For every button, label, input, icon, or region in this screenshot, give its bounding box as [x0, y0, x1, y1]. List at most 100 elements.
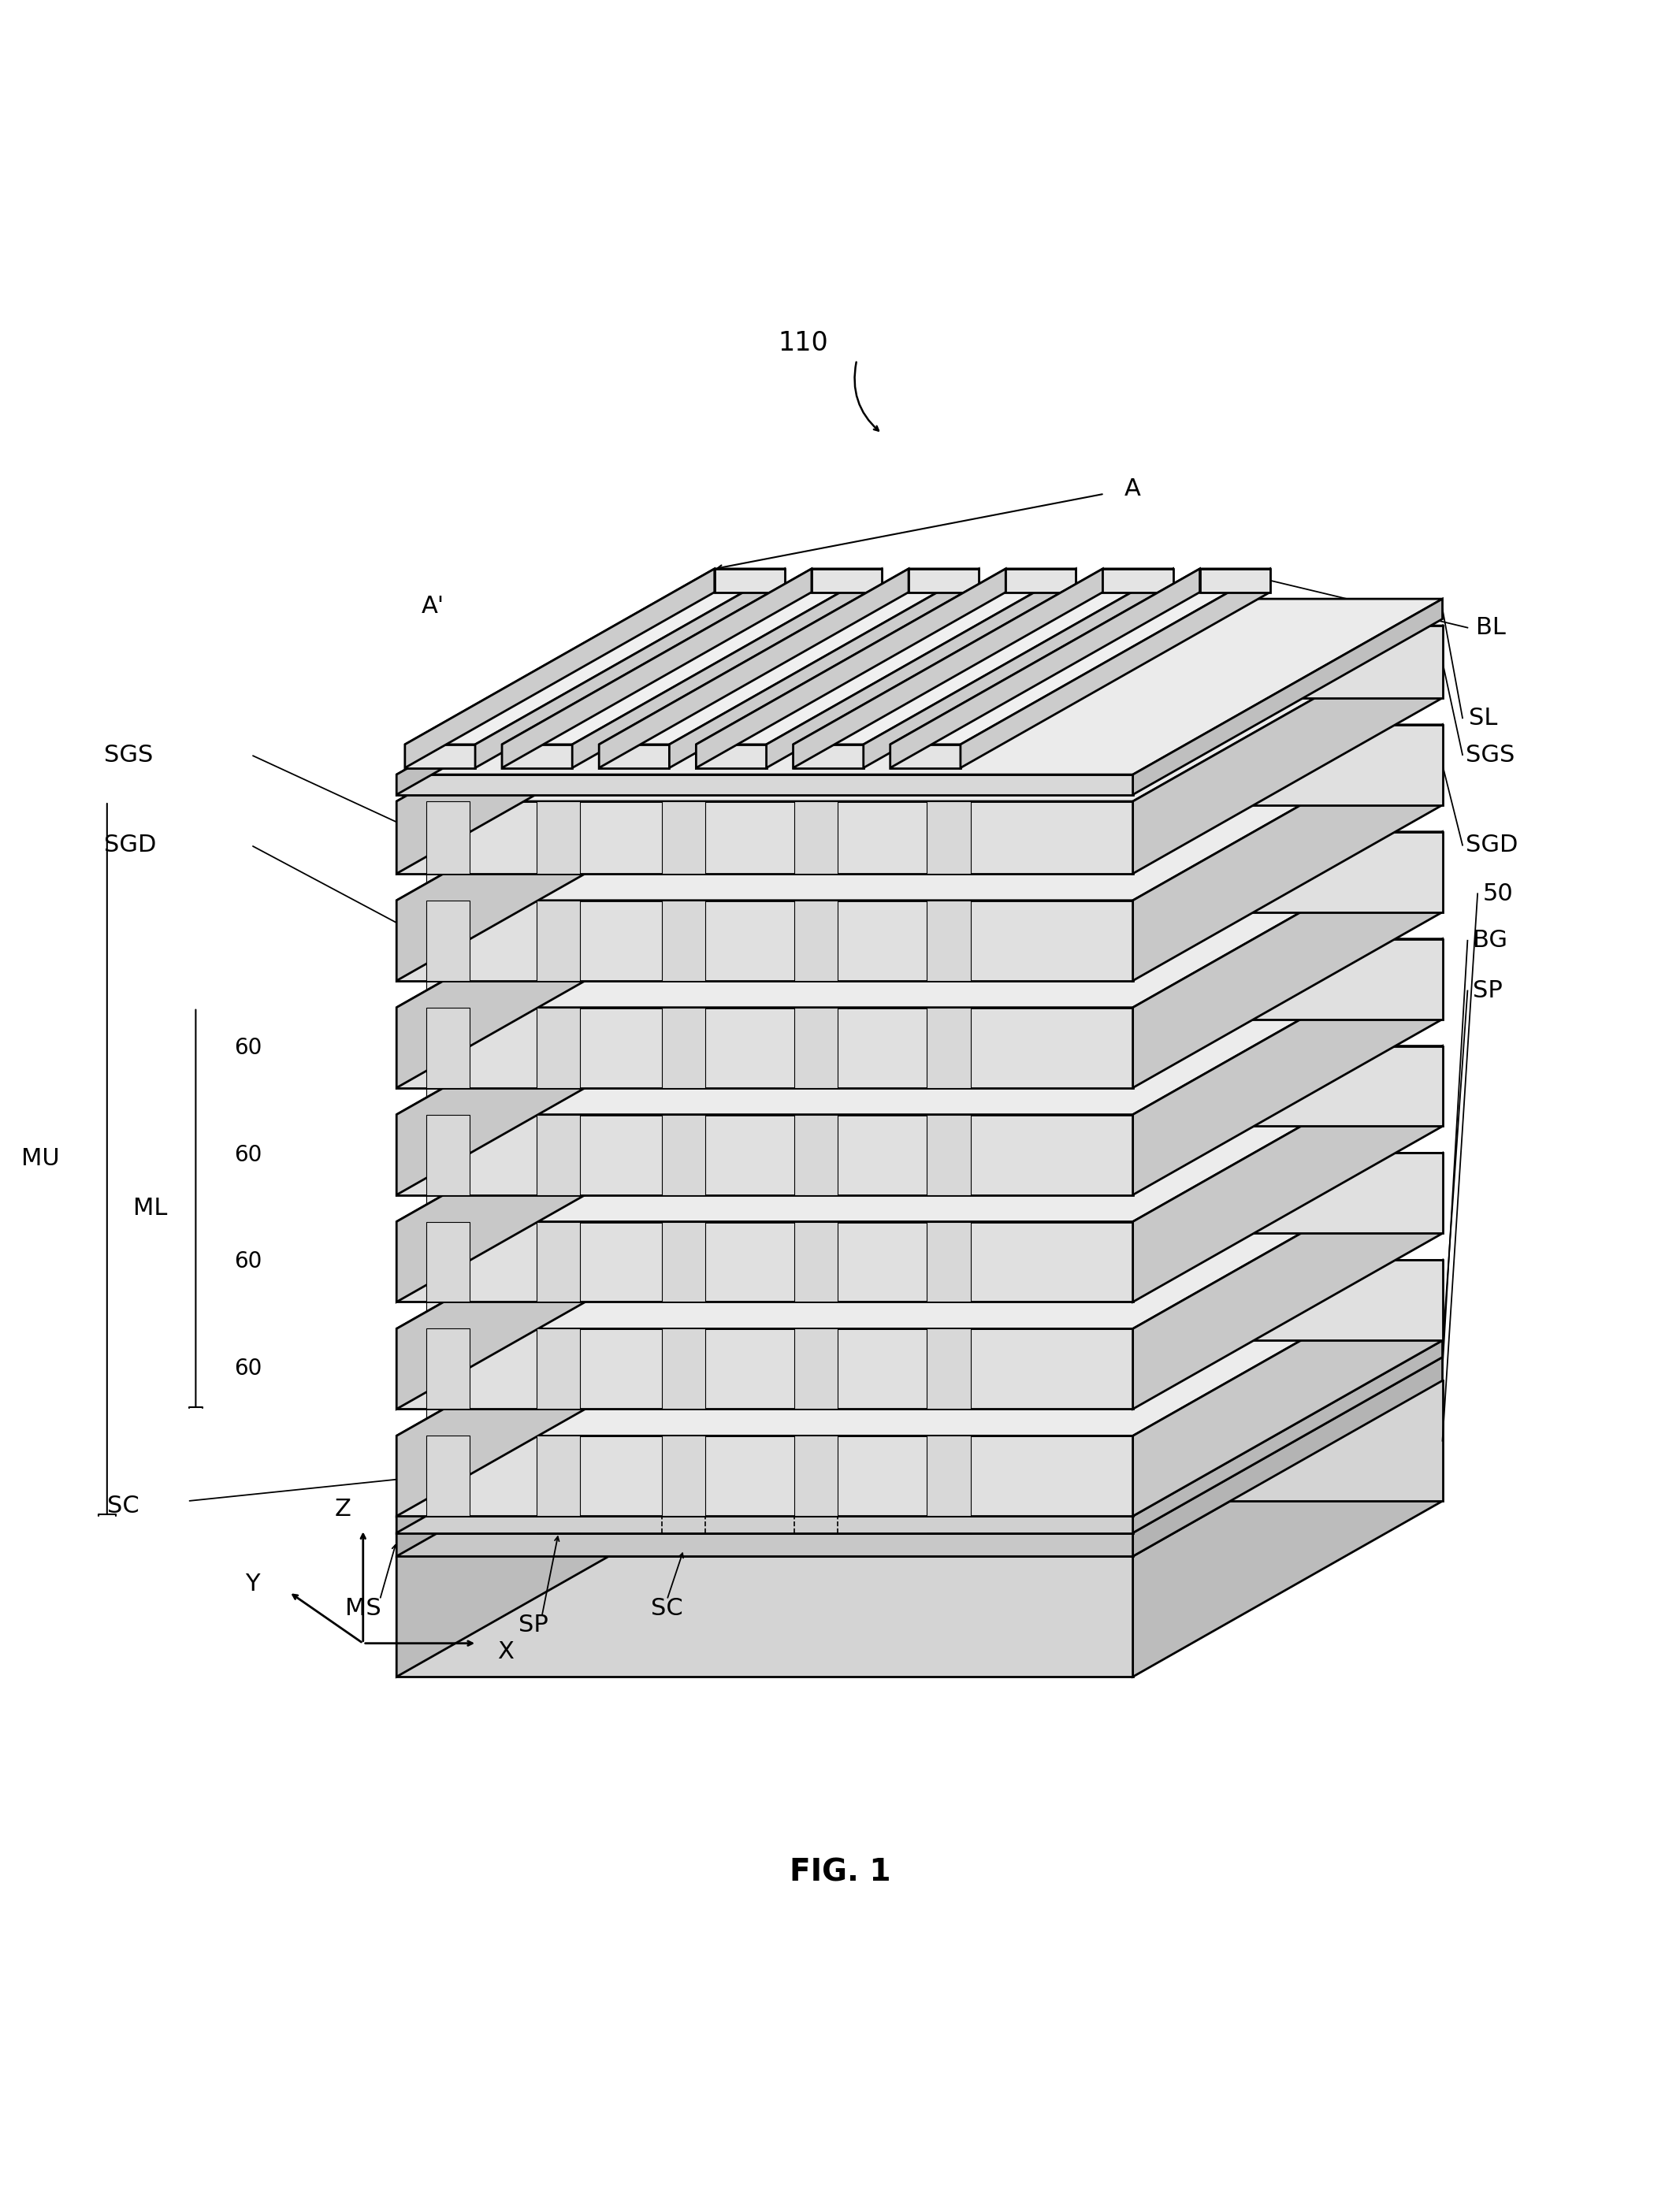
Text: X: X — [497, 1640, 514, 1662]
Polygon shape — [890, 570, 1270, 745]
Polygon shape — [1132, 1047, 1443, 1302]
Polygon shape — [502, 570, 811, 767]
Polygon shape — [1013, 752, 1057, 1467]
Polygon shape — [890, 745, 961, 767]
Polygon shape — [687, 1154, 729, 1181]
Polygon shape — [427, 1410, 470, 1436]
Polygon shape — [427, 1115, 470, 1194]
Polygon shape — [1132, 726, 1443, 981]
Polygon shape — [927, 873, 971, 899]
Polygon shape — [662, 1302, 706, 1328]
Polygon shape — [795, 1089, 838, 1115]
Polygon shape — [749, 932, 793, 959]
Polygon shape — [396, 598, 706, 794]
Polygon shape — [795, 1115, 838, 1194]
Polygon shape — [1132, 1152, 1443, 1410]
Polygon shape — [749, 1146, 793, 1172]
Polygon shape — [427, 800, 470, 873]
Polygon shape — [882, 1038, 924, 1064]
Text: A: A — [1124, 477, 1141, 499]
Polygon shape — [1188, 833, 1230, 860]
Polygon shape — [405, 745, 475, 767]
Polygon shape — [600, 704, 643, 1418]
Polygon shape — [706, 1381, 1443, 1502]
Polygon shape — [512, 1359, 556, 1388]
Polygon shape — [405, 570, 785, 745]
Text: 60: 60 — [234, 1251, 262, 1273]
Polygon shape — [502, 745, 573, 767]
Polygon shape — [793, 745, 864, 767]
Polygon shape — [662, 1089, 706, 1115]
Polygon shape — [662, 1007, 706, 1089]
Polygon shape — [968, 776, 1011, 803]
Polygon shape — [706, 627, 1443, 697]
Text: Y: Y — [245, 1572, 260, 1594]
Polygon shape — [396, 1115, 1132, 1194]
Polygon shape — [922, 833, 966, 860]
Text: 60: 60 — [234, 1036, 262, 1058]
Polygon shape — [1013, 1253, 1057, 1280]
Polygon shape — [396, 1381, 706, 1678]
Polygon shape — [696, 570, 1075, 745]
Polygon shape — [669, 570, 979, 767]
Text: MS: MS — [344, 1596, 381, 1621]
Polygon shape — [696, 745, 766, 767]
Polygon shape — [795, 1302, 838, 1328]
Polygon shape — [1013, 932, 1057, 959]
Polygon shape — [835, 1311, 879, 1337]
Text: 60: 60 — [234, 1143, 262, 1165]
Polygon shape — [749, 825, 793, 851]
Polygon shape — [927, 1115, 971, 1194]
Polygon shape — [795, 800, 838, 1515]
Polygon shape — [795, 1328, 838, 1410]
Polygon shape — [968, 990, 1011, 1016]
Polygon shape — [749, 1253, 793, 1280]
Polygon shape — [795, 1223, 838, 1302]
Polygon shape — [714, 570, 785, 592]
Polygon shape — [538, 1089, 580, 1115]
Polygon shape — [711, 704, 754, 1418]
Polygon shape — [396, 939, 706, 1194]
Polygon shape — [795, 873, 838, 899]
Polygon shape — [427, 1194, 470, 1223]
Polygon shape — [796, 833, 840, 860]
Text: MU: MU — [20, 1148, 59, 1170]
Text: FIG. 1: FIG. 1 — [790, 1858, 890, 1887]
Polygon shape — [573, 570, 882, 767]
Polygon shape — [623, 1038, 667, 1064]
Polygon shape — [1013, 1146, 1057, 1172]
Polygon shape — [396, 1515, 1132, 1533]
Polygon shape — [706, 726, 1443, 805]
Polygon shape — [749, 1038, 793, 1064]
Text: SC: SC — [650, 1596, 684, 1621]
Polygon shape — [1055, 941, 1099, 968]
Polygon shape — [396, 1357, 706, 1557]
Polygon shape — [662, 800, 706, 873]
Polygon shape — [662, 873, 706, 899]
Polygon shape — [796, 941, 840, 968]
Polygon shape — [749, 752, 793, 1467]
Polygon shape — [793, 570, 1102, 767]
Polygon shape — [1188, 1154, 1230, 1181]
Polygon shape — [538, 1410, 580, 1436]
Polygon shape — [864, 570, 1173, 767]
Polygon shape — [512, 825, 556, 851]
Polygon shape — [1132, 627, 1443, 873]
Polygon shape — [396, 627, 706, 873]
Polygon shape — [706, 939, 1443, 1018]
Polygon shape — [711, 776, 754, 803]
Polygon shape — [1013, 1359, 1057, 1388]
Polygon shape — [927, 1223, 971, 1302]
Polygon shape — [1055, 1154, 1099, 1181]
Polygon shape — [427, 1328, 470, 1410]
Polygon shape — [662, 899, 706, 981]
Polygon shape — [1102, 570, 1173, 592]
Polygon shape — [927, 1194, 971, 1223]
Polygon shape — [396, 1007, 1132, 1089]
Polygon shape — [396, 1533, 1132, 1557]
Polygon shape — [961, 570, 1270, 767]
Polygon shape — [927, 899, 971, 981]
Polygon shape — [1013, 1038, 1057, 1064]
Polygon shape — [968, 882, 1011, 908]
Polygon shape — [396, 726, 706, 981]
